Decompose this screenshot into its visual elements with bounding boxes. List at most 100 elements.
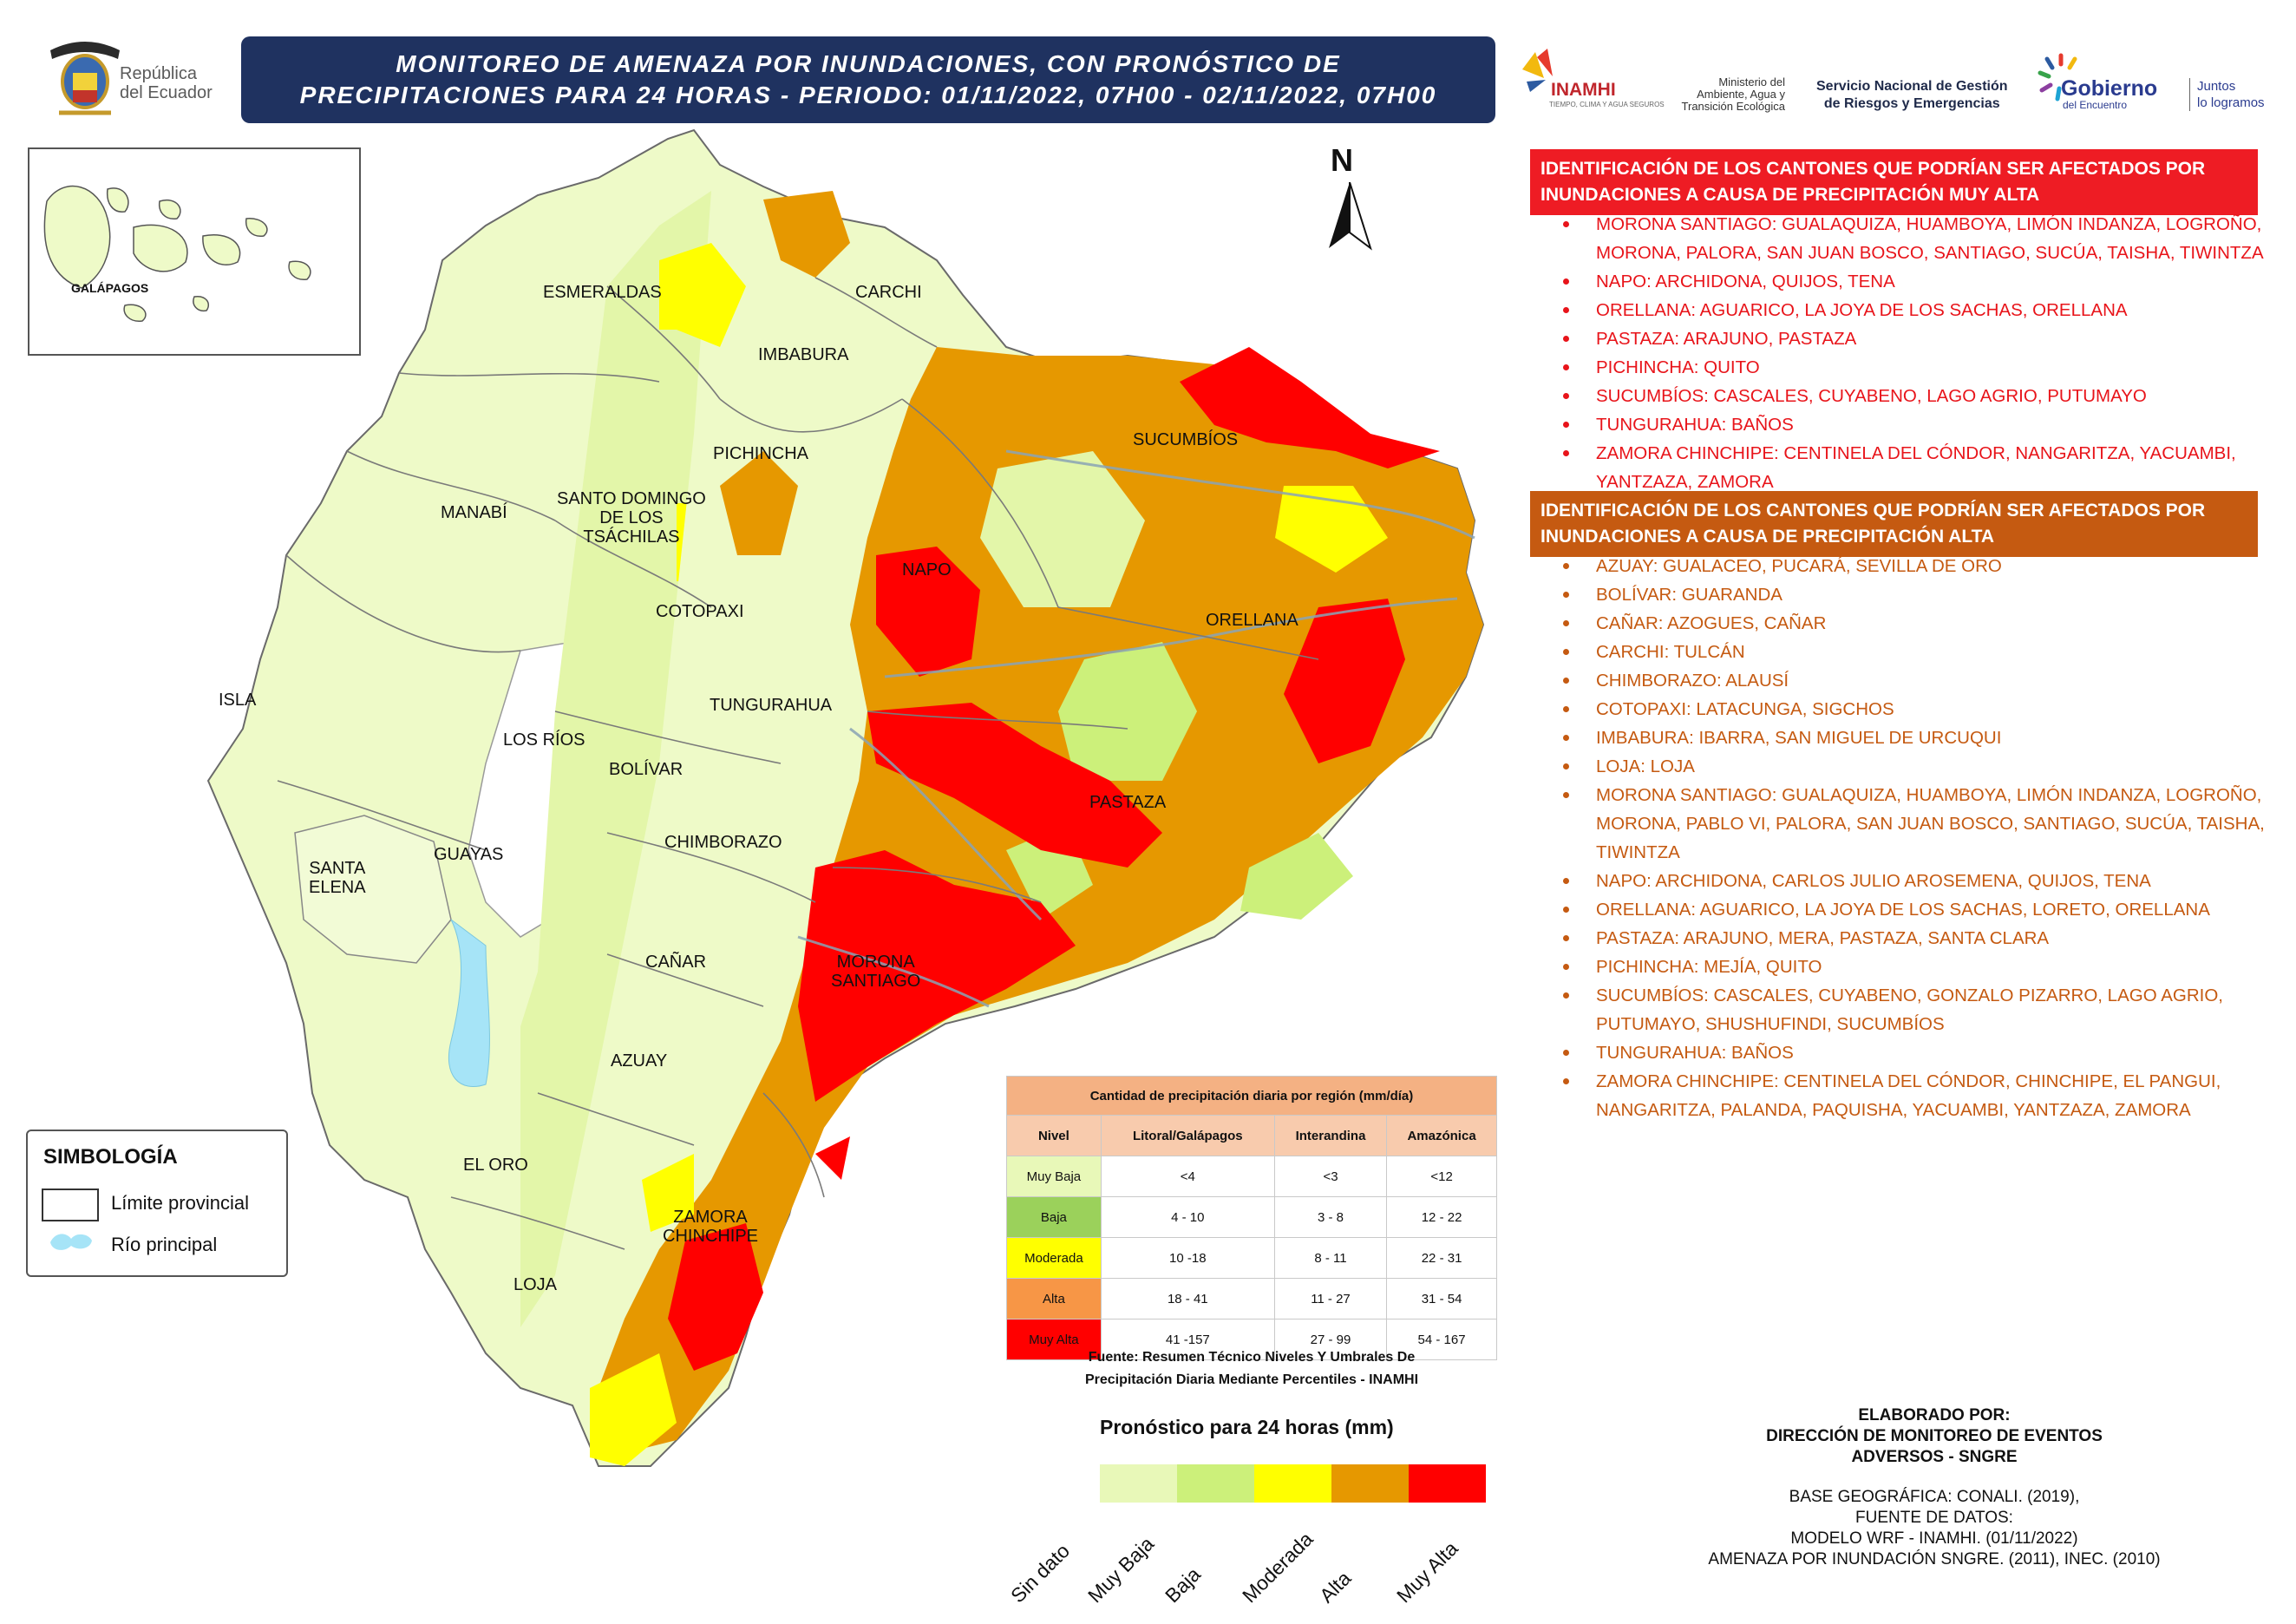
muy-alta-morona [798,850,1076,1102]
inamhi-tagline: TIEMPO, CLIMA Y AGUA SEGUROS [1549,101,1665,108]
ramp-swatch [1100,1464,1177,1503]
inamhi-burst-icon [1522,49,1553,92]
ministerio-line: Ambiente, Agua y [1697,88,1785,101]
label-zamora-chinchipe: ZAMORA CHINCHIPE [663,1208,758,1246]
table-caption: Cantidad de precipitación diaria por reg… [1006,1076,1497,1116]
label-line: SANTA [309,859,366,878]
list-item: NAPO: ARCHIDONA, QUIJOS, TENA [1558,267,2296,296]
label-carchi: CARCHI [855,283,922,302]
credit-line: ELABORADO POR: [1858,1406,2011,1424]
label-napo: NAPO [902,560,952,580]
label-line: ELENA [309,878,366,897]
ramp-swatch [1331,1464,1409,1503]
precipitation-thresholds-table: Cantidad de precipitación diaria por reg… [1006,1076,1497,1360]
column-header: Interandina [1273,1115,1388,1156]
label-canar: CAÑAR [645,953,707,972]
source-line: Precipitación Diaria Mediante Percentile… [1084,1372,1419,1387]
label-santa-elena: SANTA ELENA [309,859,366,897]
coat-of-arms-logo [50,42,120,115]
level-cell: Baja [1006,1196,1102,1238]
inamhi-wordmark: INAMHI [1551,80,1616,100]
label-el-oro: EL ORO [463,1156,528,1175]
label-tungurahua: TUNGURAHUA [710,696,833,715]
list-item: LOJA: LOJA [1558,752,2296,781]
ramp-swatch [1254,1464,1331,1503]
list-item: SUCUMBÍOS: CASCALES, CUYABENO, GONZALO P… [1558,981,2296,1038]
label-santo-domingo: SANTO DOMINGO DE LOS TSÁCHILAS [557,489,706,547]
list-item: TUNGURAHUA: BAÑOS [1558,1038,2296,1067]
republica-text: República del Ecuador [120,64,213,102]
list-item: PASTAZA: ARAJUNO, PASTAZA [1558,324,2296,353]
table-row: Baja 4 - 10 3 - 8 12 - 22 [1006,1196,1497,1238]
interandina-cell: 27 - 99 [1273,1319,1388,1360]
north-arrow-icon [1329,182,1372,251]
table-source-note: Fuente: Resumen Técnico Niveles Y Umbral… [1006,1346,1497,1392]
province-boundary-label: Límite provincial [111,1192,249,1214]
muy-alta-napo [876,547,980,677]
legend-box: SIMBOLOGÍA Límite provincial Río princip… [26,1130,288,1277]
label-line: ZAMORA [673,1208,748,1227]
list-item: SUCUMBÍOS: CASCALES, CUYABENO, LAGO AGRI… [1558,382,2296,410]
forecast-legend-title: Pronóstico para 24 horas (mm) [1100,1416,1394,1438]
credit-line: ADVERSOS - SNGRE [1851,1448,2018,1466]
muy-alta-section-header: IDENTIFICACIÓN DE LOS CANTONES QUE PODRÍ… [1530,149,2258,215]
alta-canton-list: AZUAY: GUALACEO, PUCARÁ, SEVILLA DE ORO … [1558,552,2296,1124]
santa-elena-area [294,815,452,964]
list-item: IMBABURA: IBARRA, SAN MIGUEL DE URCUQUI [1558,724,2296,752]
list-item: ORELLANA: AGUARICO, LA JOYA DE LOS SACHA… [1558,895,2296,924]
data-sources: BASE GEOGRÁFICA: CONALI. (2019), FUENTE … [1613,1487,2255,1570]
list-item: CARCHI: TULCÁN [1558,638,2296,666]
litoral-cell: 41 -157 [1100,1319,1275,1360]
source-line: MODELO WRF - INAMHI. (01/11/2022) [1790,1529,2078,1548]
sngre-logo-text: Servicio Nacional de Gestión de Riesgos … [1816,78,2008,113]
label-orellana: ORELLANA [1206,611,1298,630]
amazonica-cell: <12 [1386,1156,1497,1197]
label-manabi: MANABÍ [441,503,507,522]
label-line: SANTO DOMINGO [557,489,706,508]
column-header: Nivel [1006,1115,1102,1156]
province-boundary-swatch [42,1189,99,1221]
litoral-cell: <4 [1100,1156,1275,1197]
amazonica-cell: 31 - 54 [1386,1278,1497,1320]
table-row: Alta 18 - 41 11 - 27 31 - 54 [1006,1278,1497,1320]
label-line: TSÁCHILAS [583,527,680,547]
label-line: CHINCHIPE [663,1227,759,1246]
list-item: ZAMORA CHINCHIPE: CENTINELA DEL CÓNDOR, … [1558,1067,2296,1124]
interandina-cell: 3 - 8 [1273,1196,1388,1238]
juntos-slogan: Juntos lo logramos [2189,78,2265,111]
label-line: DE LOS [599,508,664,527]
list-item: ZAMORA CHINCHIPE: CENTINELA DEL CÓNDOR, … [1558,439,2296,496]
interandina-cell: 11 - 27 [1273,1278,1388,1320]
label-chimborazo: CHIMBORAZO [664,833,782,852]
label-line: SANTIAGO [831,972,921,991]
list-item: CAÑAR: AZOGUES, CAÑAR [1558,609,2296,638]
amazonica-cell: 22 - 31 [1386,1237,1497,1279]
muy-alta-canton-list: MORONA SANTIAGO: GUALAQUIZA, HUAMBOYA, L… [1558,210,2296,496]
label-loja: LOJA [513,1275,558,1294]
north-label: N [1331,142,1353,178]
table-row: Muy Alta 41 -157 27 - 99 54 - 167 [1006,1319,1497,1360]
litoral-cell: 18 - 41 [1100,1278,1275,1320]
rivers [797,449,1475,1008]
source-line: AMENAZA POR INUNDACIÓN SNGRE. (2011), IN… [1708,1550,2161,1568]
title-line-2: PRECIPITACIONES PARA 24 HORAS - PERIODO:… [299,82,1437,108]
elaborado-por: ELABORADO POR: DIRECCIÓN DE MONITOREO DE… [1613,1405,2255,1468]
column-header: Amazónica [1386,1115,1497,1156]
river-swatch-icon [50,1234,92,1250]
table-row: Muy Baja <4 <3 <12 [1006,1156,1497,1197]
interandina-cell: 8 - 11 [1273,1237,1388,1279]
label-sucumbios: SUCUMBÍOS [1133,430,1239,449]
level-cell: Moderada [1006,1237,1102,1279]
ministerio-line: Ministerio del [1718,75,1785,88]
list-item: PICHINCHA: MEJÍA, QUITO [1558,953,2296,981]
litoral-cell: 10 -18 [1100,1237,1275,1279]
ministerio-logo-text: Ministerio del Ambiente, Agua y Transici… [1667,76,1785,113]
label-bolivar: BOLÍVAR [609,760,684,779]
amazonica-cell: 54 - 167 [1386,1319,1497,1360]
republica-line: República [120,64,197,83]
credit-line: DIRECCIÓN DE MONITOREO DE EVENTOS [1766,1427,2103,1445]
litoral-cell: 4 - 10 [1100,1196,1275,1238]
muy-alta-sucumbios [1180,347,1440,468]
provincial-boundaries [277,277,1319,1250]
juntos-line: lo logramos [2197,95,2265,110]
